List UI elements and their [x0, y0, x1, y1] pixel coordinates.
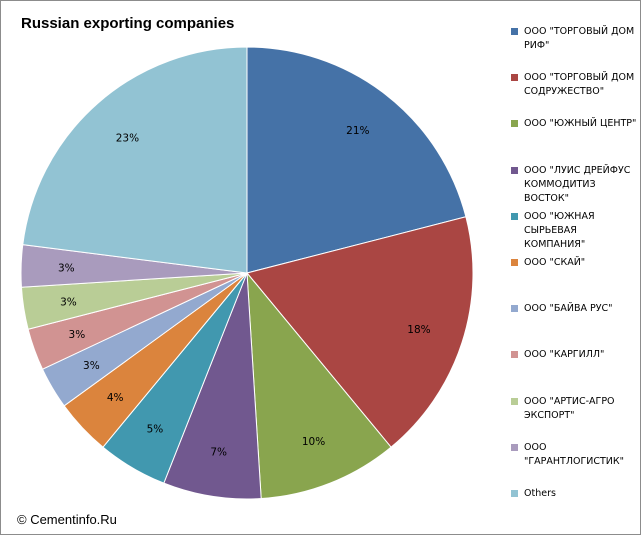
- legend-label: ООО "ЮЖНЫЙ ЦЕНТР": [524, 118, 637, 130]
- legend-item: ООО "АРТИС-АГРО ЭКСПОРТ": [511, 395, 637, 423]
- slice-data-label: 3%: [69, 329, 86, 341]
- legend-label: ООО "КАРГИЛЛ": [524, 349, 605, 361]
- legend-item: Others: [511, 487, 637, 501]
- legend-label: ООО "ТОРГОВЫЙ ДОМ РИФ": [524, 26, 635, 51]
- slice-data-label: 3%: [83, 360, 100, 372]
- slice-data-label: 23%: [116, 132, 139, 144]
- legend-label: ООО "АРТИС-АГРО ЭКСПОРТ": [524, 395, 615, 421]
- legend-label: ООО "ГАРАНТЛОГИСТИК": [524, 441, 625, 467]
- legend-swatch: [511, 74, 518, 82]
- legend-swatch: [511, 166, 518, 174]
- legend-item: ООО "БАЙВА РУС": [511, 302, 637, 316]
- legend-item: ООО "СКАЙ": [511, 256, 637, 270]
- legend-swatch: [511, 28, 518, 35]
- legend-label: ООО "БАЙВА РУС": [524, 303, 613, 315]
- legend-label: Others: [524, 488, 556, 499]
- slice-data-label: 10%: [302, 436, 325, 448]
- slice-data-label: 7%: [210, 447, 227, 459]
- legend-label: ООО "СКАЙ": [524, 257, 586, 268]
- legend-item: ООО "ЛУИС ДРЕЙФУС КОММОДИТИЗ ВОСТОК": [511, 164, 637, 206]
- pie-chart: 21% 18% 10% 7% 5% 4% 3% 3% 3% 3% 23%: [20, 46, 474, 500]
- slice-data-label: 3%: [58, 262, 75, 274]
- legend-label: ООО "ЛУИС ДРЕЙФУС КОММОДИТИЗ ВОСТОК": [524, 164, 631, 204]
- legend-swatch: [511, 259, 518, 266]
- legend-item: ООО "КАРГИЛЛ": [511, 348, 637, 362]
- legend-item: ООО "ЮЖНАЯ СЫРЬЕВАЯ КОМПАНИЯ": [511, 210, 637, 252]
- legend-item: ООО "ТОРГОВЫЙ ДОМ РИФ": [511, 25, 637, 53]
- copyright-watermark: © Cementinfo.Ru: [17, 512, 117, 527]
- slice-data-label: 5%: [147, 424, 164, 436]
- slice-data-label: 4%: [107, 392, 124, 404]
- slice-data-label: 21%: [346, 125, 369, 137]
- slice-data-label: 3%: [60, 296, 77, 308]
- legend-swatch: [511, 351, 518, 359]
- legend-swatch: [511, 120, 518, 128]
- legend-swatch: [511, 397, 518, 405]
- legend-swatch: [511, 212, 518, 220]
- legend-swatch: [511, 443, 518, 451]
- legend-label: ООО "ТОРГОВЫЙ ДОМ СОДРУЖЕСТВО": [524, 72, 635, 98]
- legend-swatch: [511, 305, 518, 313]
- legend-label: ООО "ЮЖНАЯ СЫРЬЕВАЯ КОМПАНИЯ": [524, 210, 595, 250]
- legend-item: ООО "ЮЖНЫЙ ЦЕНТР": [511, 117, 637, 131]
- pie-slice: [246, 46, 467, 274]
- pie-slice: [246, 216, 474, 448]
- legend-swatch: [511, 490, 518, 497]
- legend-item: ООО "ТОРГОВЫЙ ДОМ СОДРУЖЕСТВО": [511, 71, 637, 99]
- pie-slice: [246, 271, 392, 500]
- slice-data-label: 18%: [407, 324, 430, 336]
- pie-slice: [22, 46, 248, 274]
- legend-item: ООО "ГАРАНТЛОГИСТИК": [511, 441, 637, 469]
- chart-title: Russian exporting companies: [21, 15, 235, 32]
